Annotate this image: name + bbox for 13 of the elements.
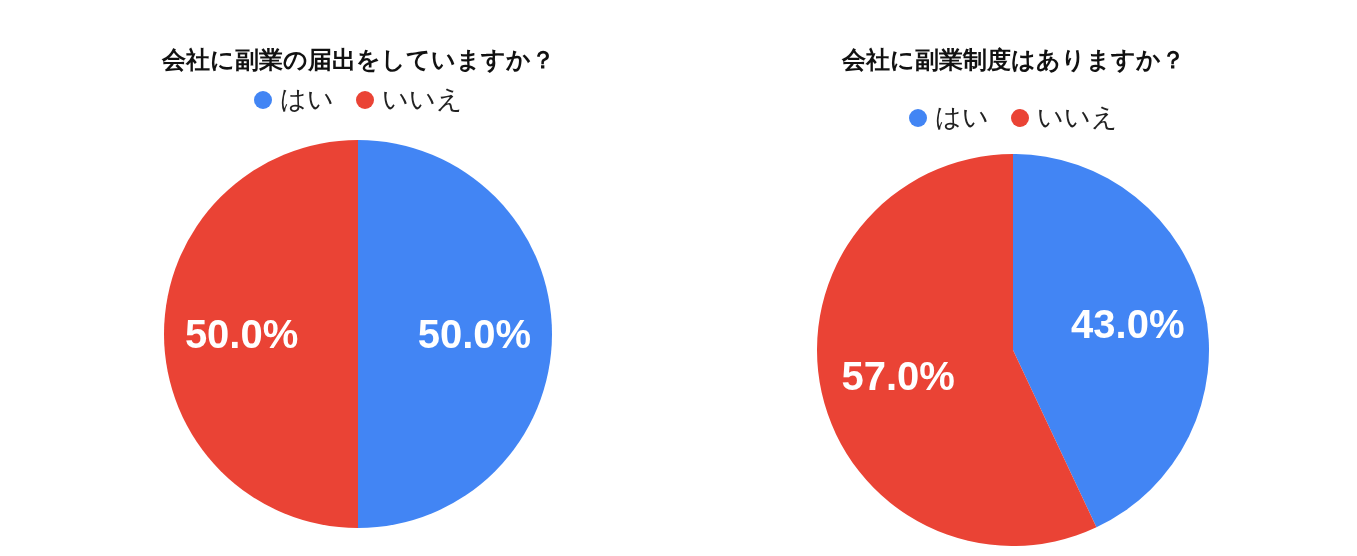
- legend-label: はい: [279, 83, 334, 116]
- data-label: 57.0%: [841, 353, 955, 398]
- chart-title: 会社に副業制度はありますか？: [840, 45, 1186, 76]
- legend-label: いいえ: [1036, 101, 1118, 134]
- pie-slice: [1013, 154, 1209, 528]
- chart-title: 会社に副業の届出をしていますか？: [160, 45, 556, 76]
- data-label: 43.0%: [1071, 302, 1185, 347]
- pie-slice: [164, 140, 358, 528]
- data-label: 50.0%: [184, 312, 299, 356]
- data-label: 50.0%: [417, 312, 532, 356]
- pie-slice: [358, 140, 552, 528]
- legend-label: はい: [934, 101, 989, 134]
- legend-label: いいえ: [381, 83, 463, 116]
